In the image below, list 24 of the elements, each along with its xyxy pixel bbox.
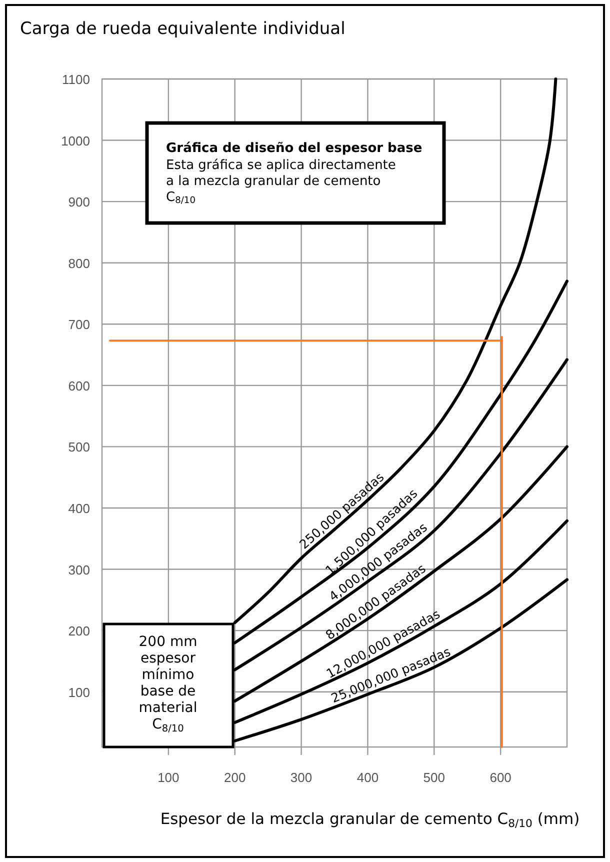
y-tick-label: 900 [68, 194, 90, 210]
x-tick-label: 100 [158, 770, 180, 785]
y-tick-label: 1100 [62, 72, 90, 87]
y-tick-label: 700 [68, 317, 90, 332]
annotation: Gráfica de diseño del espesor base [166, 141, 422, 156]
x-tick-label: 400 [356, 770, 379, 785]
y-tick-label: 200 [68, 624, 90, 639]
y-tick-label: 600 [68, 378, 90, 394]
x-tick-label: 200 [224, 770, 246, 785]
x-tick-label: 500 [423, 770, 445, 785]
y-tick-label: 800 [68, 256, 90, 271]
x-tick-label: 300 [290, 770, 312, 785]
y-tick-label: 1000 [61, 133, 90, 148]
y-tick-label: 500 [68, 440, 90, 455]
text-box: 200 mm espesor mínimo base de material C$_{8/10}$ [102, 622, 234, 748]
y-tick-label: 100 [68, 684, 90, 700]
x-tick-label: 600 [490, 770, 512, 785]
annotation: 200 mm espesor mínimo base de material C$_{8/10}$ [138, 634, 198, 734]
y-tick-label: 400 [68, 500, 90, 516]
y-tick-label: 300 [68, 562, 90, 578]
text-box: Gráfica de diseño del espesor base Esta gráfica se aplica directamente a la mezcla granular de cemento C$_{8/10}$ [145, 121, 446, 225]
x-axis-title: Espesor de la mezcla granular de cemento C$_{8/10}$ (mm) [160, 810, 580, 830]
y-axis-title: Carga de rueda equivalente individual [20, 19, 346, 39]
annotation: Esta gráfica se aplica directamente a la mezcla granular de cemento C$_{8/10}$ [166, 158, 396, 206]
